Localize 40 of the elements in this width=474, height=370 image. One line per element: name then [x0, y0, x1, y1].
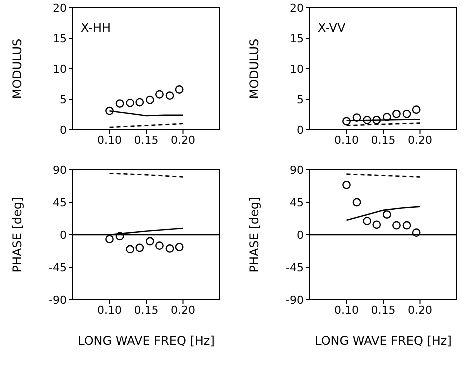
y-tick-label: -45: [286, 261, 304, 274]
y-tick-label: -45: [49, 261, 67, 274]
y-axis-title: PHASE [deg]: [247, 197, 262, 273]
y-tick-label: 5: [60, 93, 67, 106]
y-axis-title: MODULUS: [10, 38, 24, 100]
x-tick-label: 0.20: [171, 134, 196, 147]
x-tick-label: 0.10: [98, 134, 122, 147]
y-tick-label: -90: [286, 294, 304, 307]
y-tick-label: 45: [53, 196, 67, 210]
x-tick-label: 0.20: [408, 304, 432, 317]
x-tick-label: 0.15: [371, 304, 396, 317]
y-tick-label: 10: [290, 62, 304, 76]
annotation: X-VV: [318, 21, 346, 35]
y-tick-label: 0: [60, 228, 67, 242]
y-tick-label: 0: [297, 124, 304, 137]
x-axis-title: LONG WAVE FREQ [Hz]: [78, 334, 215, 348]
y-tick-label: -90: [49, 294, 67, 307]
y-tick-label: 20: [290, 2, 304, 15]
x-tick-label: 0.15: [134, 304, 159, 317]
y-axis-title: PHASE [deg]: [10, 197, 24, 273]
x-tick-label: 0.10: [98, 304, 122, 317]
y-tick-label: 15: [290, 32, 304, 46]
y-tick-label: 15: [53, 32, 67, 46]
x-tick-label: 0.20: [171, 304, 196, 317]
y-tick-label: 0: [60, 124, 67, 137]
x-tick-label: 0.15: [134, 134, 159, 147]
y-tick-label: 90: [290, 164, 304, 177]
x-tick-label: 0.10: [334, 134, 359, 147]
x-tick-label: 0.15: [371, 134, 396, 147]
y-tick-label: 45: [290, 196, 304, 210]
x-tick-label: 0.20: [408, 134, 432, 147]
y-tick-label: 0: [297, 228, 304, 242]
y-tick-label: 5: [297, 93, 304, 106]
y-tick-label: 20: [53, 2, 67, 15]
x-tick-label: 0.10: [334, 304, 359, 317]
annotation: X-HH: [81, 21, 111, 35]
x-axis-title: LONG WAVE FREQ [Hz]: [315, 334, 452, 348]
y-tick-label: 10: [53, 62, 67, 76]
y-axis-title: MODULUS: [247, 38, 262, 100]
y-tick-label: 90: [53, 164, 67, 177]
